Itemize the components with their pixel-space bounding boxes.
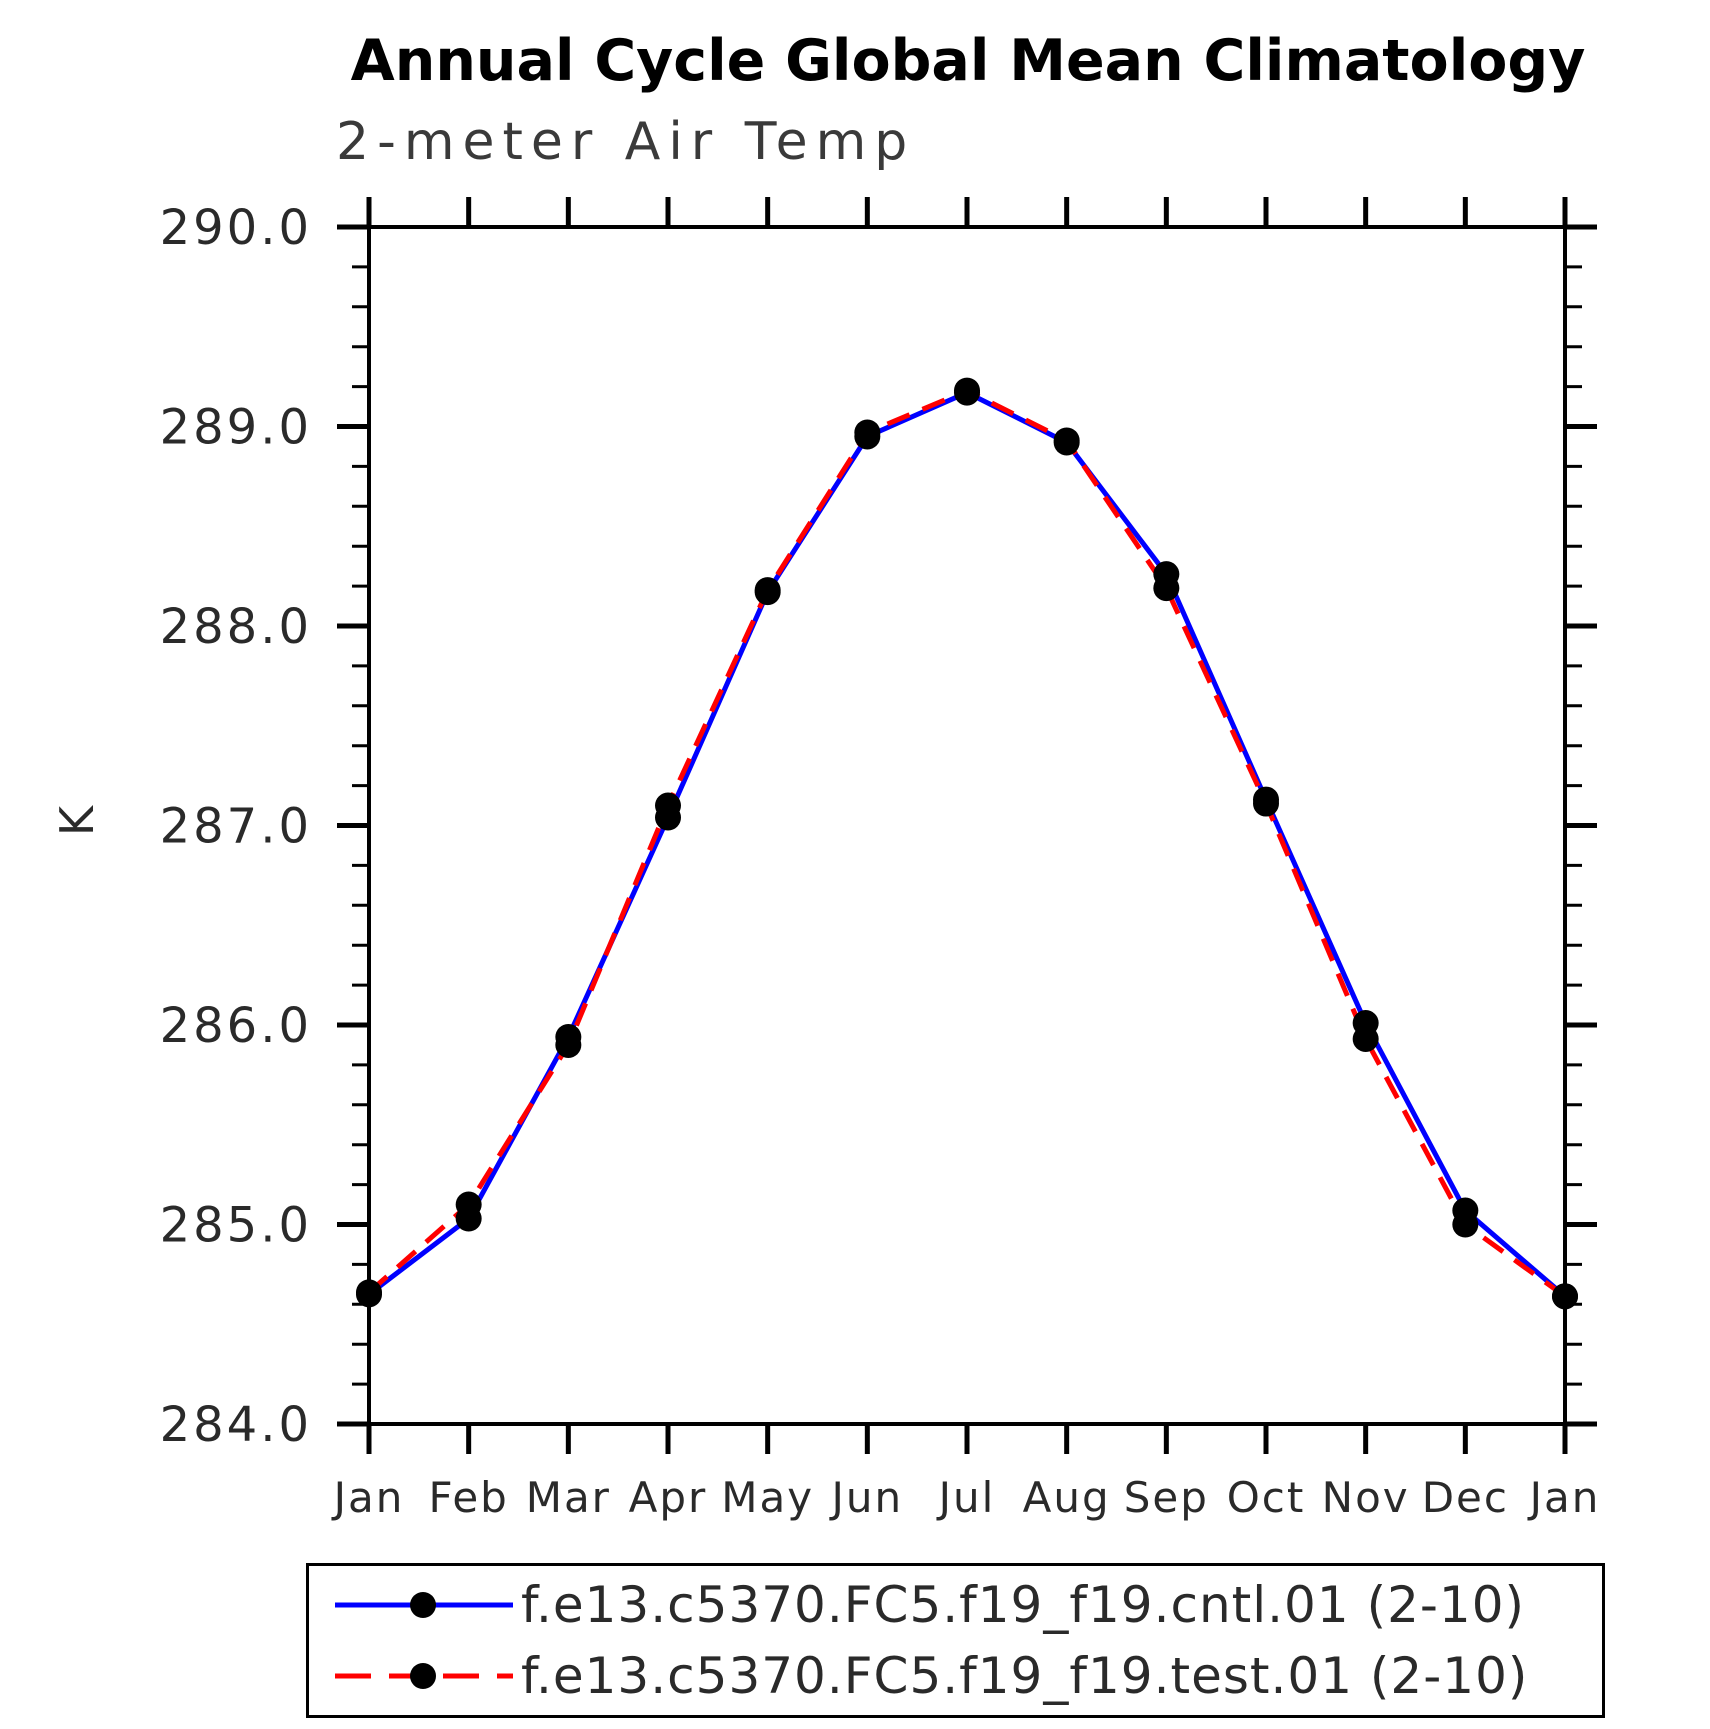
x-tick-label: Jun	[829, 1473, 904, 1522]
x-tick-label: Oct	[1227, 1473, 1306, 1522]
x-tick-label: Mar	[526, 1473, 611, 1522]
data-point-marker	[1253, 790, 1279, 817]
x-tick-label: Apr	[629, 1473, 708, 1522]
legend-marker-dot	[410, 1592, 436, 1619]
y-tick-label: 286.0	[160, 998, 312, 1054]
series-line-1	[367, 388, 1567, 1299]
data-point-marker	[555, 1031, 582, 1058]
data-point-marker	[754, 577, 781, 604]
data-point-marker	[1153, 575, 1180, 602]
data-point-marker	[954, 377, 980, 404]
legend-marker-dot	[410, 1662, 436, 1689]
x-tick-label: Jul	[936, 1473, 996, 1522]
data-point-marker	[455, 1191, 482, 1218]
x-tick-label: Aug	[1023, 1473, 1111, 1522]
y-tick-label: 285.0	[160, 1198, 312, 1254]
legend-entry-cntl: f.e13.c5370.FC5.f19_f19.cntl.01 (2-10)	[309, 1573, 1602, 1637]
x-tick-label: Nov	[1322, 1473, 1410, 1522]
x-tick-label: Jan	[1527, 1473, 1601, 1522]
x-tick-label: May	[721, 1473, 814, 1522]
x-tick-label: Jan	[331, 1473, 405, 1522]
y-tick-label: 289.0	[160, 400, 312, 456]
data-point-marker	[854, 419, 881, 446]
legend-label-cntl: f.e13.c5370.FC5.f19_f19.cntl.01 (2-10)	[521, 1576, 1526, 1635]
legend: f.e13.c5370.FC5.f19_f19.cntl.01 (2-10) f…	[306, 1563, 1605, 1718]
data-point-marker	[1053, 427, 1080, 454]
data-point-marker	[1452, 1211, 1479, 1238]
chart-title: Annual Cycle Global Mean Climatology	[350, 28, 1586, 94]
legend-entry-test: f.e13.c5370.FC5.f19_f19.test.01 (2-10)	[309, 1644, 1602, 1708]
y-tick-label: 287.0	[160, 799, 312, 855]
legend-swatch-cntl	[335, 1592, 513, 1619]
plot-frame	[367, 225, 1567, 1426]
x-tick-label: Dec	[1422, 1473, 1509, 1522]
y-tick-label: 288.0	[160, 599, 312, 655]
series-line-0	[367, 390, 1567, 1299]
data-point-marker	[1352, 1025, 1379, 1052]
data-point-marker	[655, 792, 681, 819]
x-tick-label: Sep	[1124, 1473, 1209, 1522]
y-tick-label: 290.0	[160, 200, 312, 256]
data-point-marker	[356, 1279, 382, 1306]
data-point-marker	[1552, 1283, 1578, 1310]
chart-subtitle: 2-meter Air Temp	[336, 112, 916, 172]
legend-label-test: f.e13.c5370.FC5.f19_f19.test.01 (2-10)	[521, 1646, 1529, 1705]
x-tick-label: Feb	[428, 1473, 508, 1522]
legend-swatch-test	[335, 1662, 513, 1689]
y-tick-label: 284.0	[160, 1397, 312, 1453]
